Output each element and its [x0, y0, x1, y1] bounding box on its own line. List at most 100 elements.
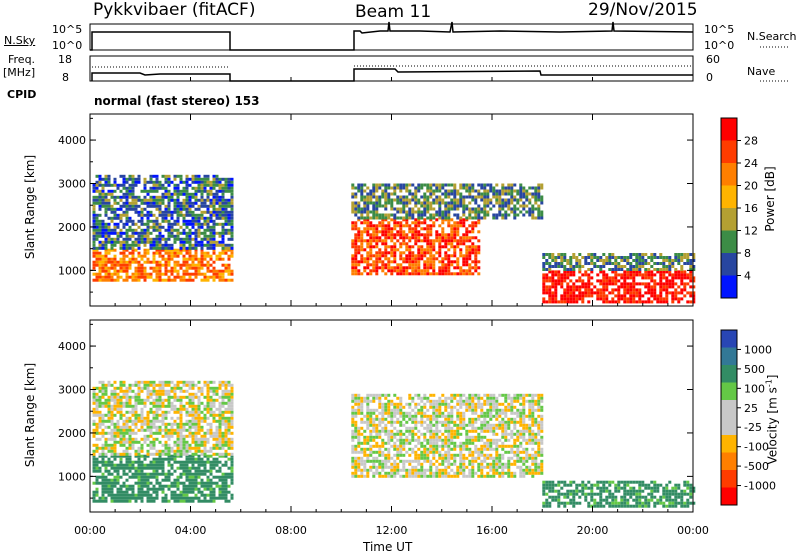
power-cells-cell — [441, 186, 445, 190]
power-cells-cell — [501, 201, 505, 205]
power-cells-cell — [465, 186, 469, 190]
power-cells-cell — [471, 224, 475, 228]
vel-cells-cell — [164, 478, 168, 482]
power-cells-cell — [104, 246, 108, 250]
power-cells-cell — [468, 257, 472, 261]
power-cells-cell — [429, 263, 433, 267]
power-cells-cell — [692, 265, 696, 268]
power-cells-cell — [366, 233, 370, 237]
power-cells-cell — [360, 236, 364, 240]
power-cells-cell — [593, 262, 597, 265]
power-cells-cell — [680, 276, 684, 280]
power-cells-cell — [230, 225, 234, 229]
vel-cells-cell — [173, 410, 177, 414]
vel-cells-cell — [179, 395, 183, 399]
power-cells-cell — [587, 268, 591, 271]
power-cells-cell — [185, 219, 189, 223]
power-cells-cell — [146, 231, 150, 235]
vel-cells-cell — [122, 466, 126, 470]
power-cells-cell — [593, 291, 597, 295]
power-cells-cell — [399, 230, 403, 234]
vel-cells-cell — [179, 380, 183, 384]
power-cells-cell — [146, 228, 150, 232]
power-cells-cell — [95, 263, 99, 267]
power-cells-cell — [563, 273, 567, 277]
vel-cells-cell — [158, 407, 162, 411]
vel-cells-cell — [95, 443, 99, 447]
vel-cells-cell — [209, 493, 213, 497]
power-cells-cell — [417, 266, 421, 270]
power-cells-cell — [456, 263, 460, 267]
power-cells-cell — [221, 192, 225, 196]
vel-cells-cell — [230, 407, 234, 411]
vel-cells-cell — [188, 434, 192, 438]
power-cells-cell — [429, 239, 433, 243]
power-cells-cell — [462, 239, 466, 243]
power-cells-cell — [572, 253, 576, 256]
vel-cells-cell — [221, 398, 225, 402]
power-cells-cell — [137, 243, 141, 247]
power-cells-cell — [92, 195, 96, 199]
power-cells-cell — [462, 269, 466, 273]
vel-cells-cell — [230, 463, 234, 467]
power-cells-cell — [101, 219, 105, 223]
power-cells-cell — [471, 248, 475, 252]
power-cells-cell — [104, 201, 108, 205]
power-cells-cell — [167, 183, 171, 187]
power-cells-cell — [107, 177, 111, 181]
power-cells-cell — [474, 221, 478, 225]
power-cells-cell — [92, 234, 96, 238]
vel-cells-cell — [113, 469, 117, 473]
power-cells-cell — [375, 269, 379, 273]
power-cells-cell — [432, 266, 436, 270]
power-cells-cell — [650, 294, 654, 298]
power-cells-cell — [366, 216, 370, 220]
vel-cells-cell — [354, 396, 358, 400]
power-cells-cell — [611, 300, 615, 304]
vel-cells-cell — [360, 471, 364, 475]
power-cells-cell — [450, 201, 454, 205]
power-cells-cell — [230, 177, 234, 181]
vel-cells-cell — [408, 441, 412, 445]
vel-cells-cell — [170, 380, 174, 384]
power-cells-cell — [462, 242, 466, 246]
power-cells-cell — [617, 297, 621, 301]
vel-cells-cell — [429, 444, 433, 448]
vel-cells-cell — [417, 453, 421, 457]
power-cells-cell — [128, 225, 132, 229]
power-cells-cell — [357, 186, 361, 190]
power-cells-cell — [206, 183, 210, 187]
power-cells-cell — [542, 285, 546, 289]
power-cells-cell — [98, 272, 102, 276]
power-cells-cell — [146, 210, 150, 214]
vel-cells-cell — [357, 435, 361, 439]
power-cells-cell — [414, 186, 418, 190]
power-cells-cell — [221, 213, 225, 217]
vel-cells-cell — [197, 389, 201, 393]
power-cells-cell — [411, 210, 415, 214]
power-cells-cell — [221, 204, 225, 208]
power-cells-cell — [471, 236, 475, 240]
vel-cells-cell — [152, 422, 156, 426]
vel-cells-cell — [176, 431, 180, 435]
vel-cells-cell — [113, 422, 117, 426]
power-cells-cell — [149, 237, 153, 241]
power-cells-cell — [351, 242, 355, 246]
power-cells-cell — [668, 273, 672, 277]
vel-cells-cell — [432, 414, 436, 418]
power-cells-cell — [474, 216, 478, 220]
power-cells-cell — [161, 219, 165, 223]
vel-cells-cell — [203, 416, 207, 420]
power-cells-cell — [164, 266, 168, 270]
vel-cells-cell — [420, 396, 424, 400]
vel-cells-cell — [354, 423, 358, 427]
power-cells-cell — [110, 240, 114, 244]
power-cells-cell — [224, 231, 228, 235]
power-cells-cell — [441, 263, 445, 267]
power-cells-cell — [179, 213, 183, 217]
power-cells-cell — [692, 300, 696, 304]
vel-cells-cell — [92, 407, 96, 411]
vel-cells-cell — [378, 444, 382, 448]
vel-cells-cell — [167, 431, 171, 435]
vel-cells-cell — [110, 472, 114, 476]
